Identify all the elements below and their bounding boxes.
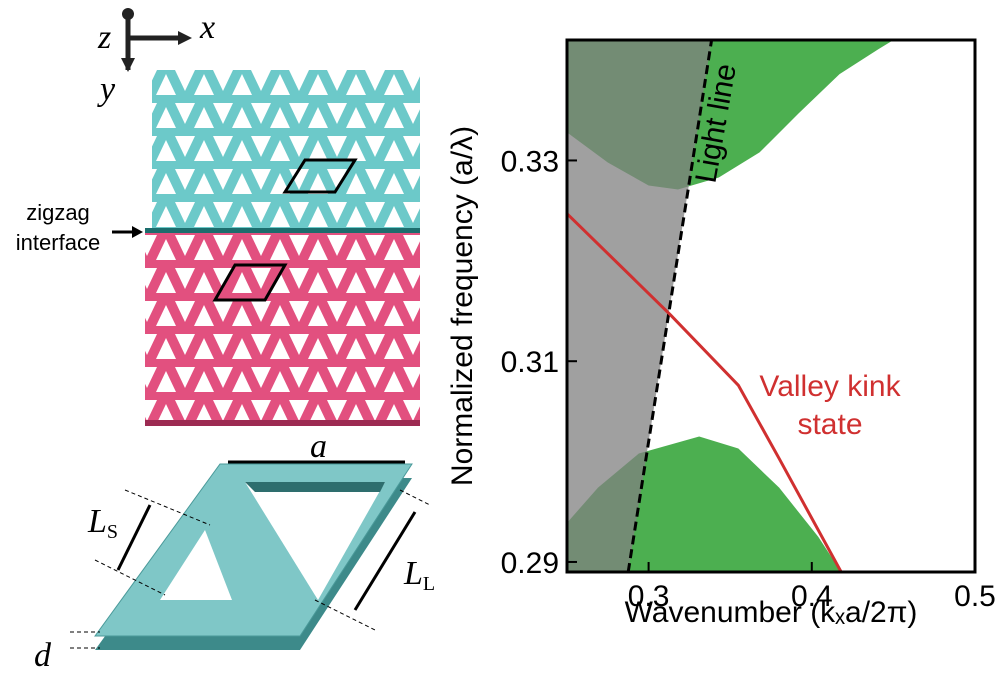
series-label: state <box>797 408 862 441</box>
dim-ls: LS <box>87 503 118 543</box>
kink-state-line <box>567 212 843 572</box>
axis-y: y <box>97 71 116 108</box>
x-tick-label: 0.5 <box>954 580 996 613</box>
lattice <box>112 8 420 426</box>
x-axis-label: Wavenumber (kₓa/2π) <box>625 596 918 629</box>
x-tick-label: 0.4 <box>791 580 833 613</box>
dim-ll-main: L <box>403 555 423 592</box>
y-axis-label: Normalized frequency (a/λ) <box>446 126 479 486</box>
plot-frame <box>565 38 977 574</box>
dim-ls-sub: S <box>107 521 118 543</box>
dim-ll: LL <box>403 555 435 595</box>
y-tick-label: 0.29 <box>501 547 559 580</box>
light-line <box>626 40 714 572</box>
plot-area <box>567 40 894 572</box>
dim-d: d <box>34 637 52 674</box>
interface-label: zigzag <box>26 200 90 225</box>
series-label: Valley kink <box>759 370 901 403</box>
y-tick-label: 0.31 <box>501 346 559 379</box>
axis-x: x <box>199 9 215 46</box>
interface-label: interface <box>16 230 100 255</box>
x-tick-label: 0.3 <box>628 580 670 613</box>
unit-cell <box>70 460 431 650</box>
axis-z: z <box>97 19 111 56</box>
light-cone <box>567 40 712 572</box>
y-tick-label: 0.33 <box>501 145 559 178</box>
dim-ls-main: L <box>87 503 107 540</box>
dim-a: a <box>310 428 327 465</box>
dim-ll-sub: L <box>423 573 435 595</box>
